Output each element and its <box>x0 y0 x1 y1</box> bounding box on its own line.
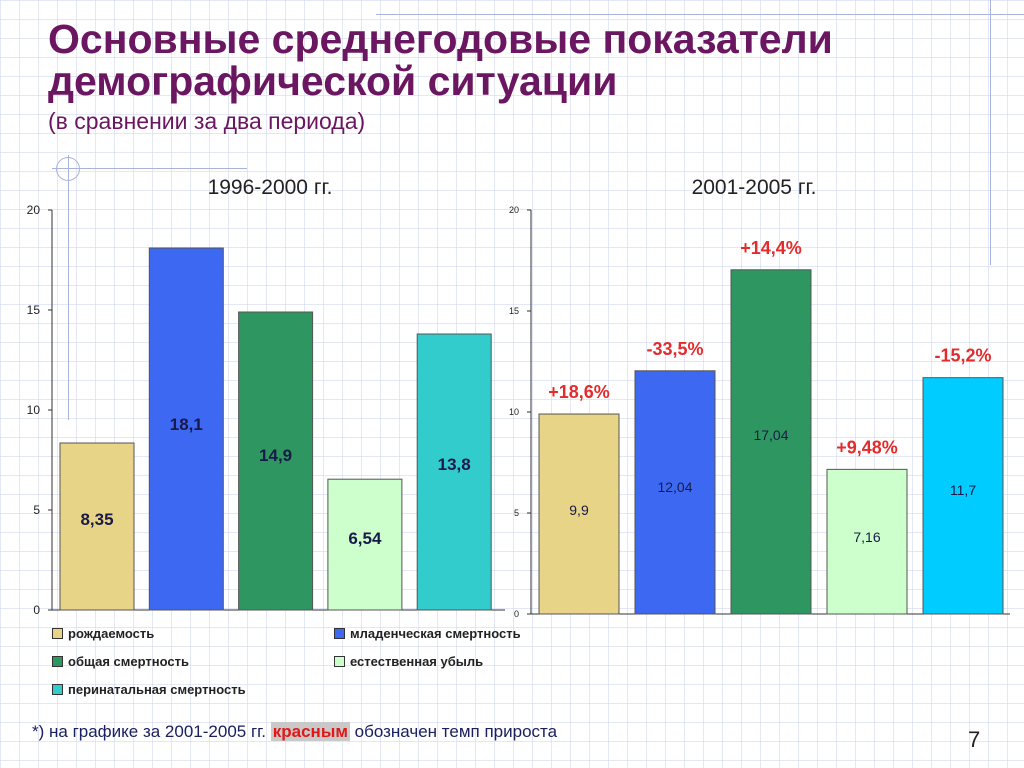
legend-label-birth-rate: рождаемость <box>68 626 155 641</box>
legend-item-natural-decline: естественная убыль <box>334 654 483 669</box>
legend-swatch-birth-rate <box>52 628 63 639</box>
decor-line-vertical-right <box>990 0 991 265</box>
title-line-2: демографической ситуации <box>48 58 618 104</box>
legend-swatch-natural-decline <box>334 656 345 667</box>
legend-swatch-general-mortality <box>52 656 63 667</box>
chart-1-value-label: 6,54 <box>348 529 382 548</box>
chart-1-bar <box>416 333 492 611</box>
chart-2-value-label: 9,9 <box>569 502 589 518</box>
chart-1-tick-label: 0 <box>33 603 40 617</box>
chart-1-title: 1996-2000 гг. <box>207 176 333 199</box>
chart-1-value-label: 18,1 <box>170 415 203 434</box>
legend-swatch-perinatal-mortality <box>52 684 63 695</box>
legend-label-infant-mortality: младенческая смертность <box>350 626 521 641</box>
chart-2-bar <box>730 269 812 615</box>
chart-2-value-label: 7,16 <box>853 529 880 545</box>
decor-line-vertical-left <box>68 155 69 420</box>
chart-2-tick-label: 20 <box>509 205 519 215</box>
chart-2-growth-label: +18,6% <box>548 382 610 402</box>
legend-label-perinatal-mortality: перинатальная смертность <box>68 682 246 697</box>
chart-2-value-label: 12,04 <box>657 479 692 495</box>
legend-label-general-mortality: общая смертность <box>68 654 189 669</box>
chart-1-value-label: 14,9 <box>259 446 292 465</box>
chart-2-bar <box>826 468 908 615</box>
legend-label-natural-decline: естественная убыль <box>350 654 484 669</box>
chart-2-tick-label: 0 <box>514 609 519 619</box>
chart-1-bar <box>238 311 314 611</box>
legend-item-general-mortality: общая смертность <box>52 654 189 669</box>
chart-1-bar <box>327 478 403 611</box>
footnote-text-before: *) на графике за 2001-2005 гг. <box>32 722 267 741</box>
legend-item-birth-rate: рождаемость <box>52 626 154 641</box>
decor-line-mid <box>52 168 247 169</box>
chart-2-growth-label: -15,2% <box>934 346 991 366</box>
decor-circle <box>56 157 80 181</box>
legend-item-infant-mortality: младенческая смертность <box>334 626 521 641</box>
chart-1-tick-label: 15 <box>27 303 41 317</box>
chart-2-value-label: 17,04 <box>753 427 788 443</box>
chart-2-tick-label: 15 <box>509 306 519 316</box>
chart-2-bar <box>922 377 1004 615</box>
chart-1-tick-label: 20 <box>27 203 41 217</box>
page-number: 7 <box>968 727 981 752</box>
chart-2-bar <box>634 370 716 615</box>
footnote-highlight: красным <box>270 722 350 741</box>
slide-subtitle: (в сравнении за два периода) <box>48 108 366 134</box>
chart-2-growth-label: +9,48% <box>836 437 898 457</box>
legend-swatch-infant-mortality <box>334 628 345 639</box>
chart-1-bar <box>148 247 224 611</box>
chart-1-tick-label: 10 <box>27 403 41 417</box>
chart-2-growth-label: +14,4% <box>740 238 802 258</box>
footnote-text-after: обозначен темп прироста <box>354 722 558 741</box>
legend-item-perinatal-mortality: перинатальная смертность <box>52 682 246 697</box>
footnote: *) на графике за 2001-2005 гг. красным о… <box>32 722 557 742</box>
chart-1-tick-label: 5 <box>33 503 40 517</box>
chart-1-value-label: 13,8 <box>438 455 471 474</box>
title-line-1: Основные среднегодовые показатели <box>48 16 833 62</box>
chart-2-tick-label: 5 <box>514 508 519 518</box>
chart-2-tick-label: 10 <box>509 407 519 417</box>
chart-1-bar <box>59 442 135 611</box>
chart-2-growth-label: -33,5% <box>646 339 703 359</box>
chart-2-bar <box>538 413 620 615</box>
chart-2-value-label: 11,7 <box>950 482 976 498</box>
chart-2-title: 2001-2005 гг. <box>691 176 817 199</box>
chart-1-value-label: 8,35 <box>80 510 113 529</box>
slide-title: Основные среднегодовые показатели демогр… <box>48 18 833 102</box>
decor-line-top <box>376 14 1024 15</box>
